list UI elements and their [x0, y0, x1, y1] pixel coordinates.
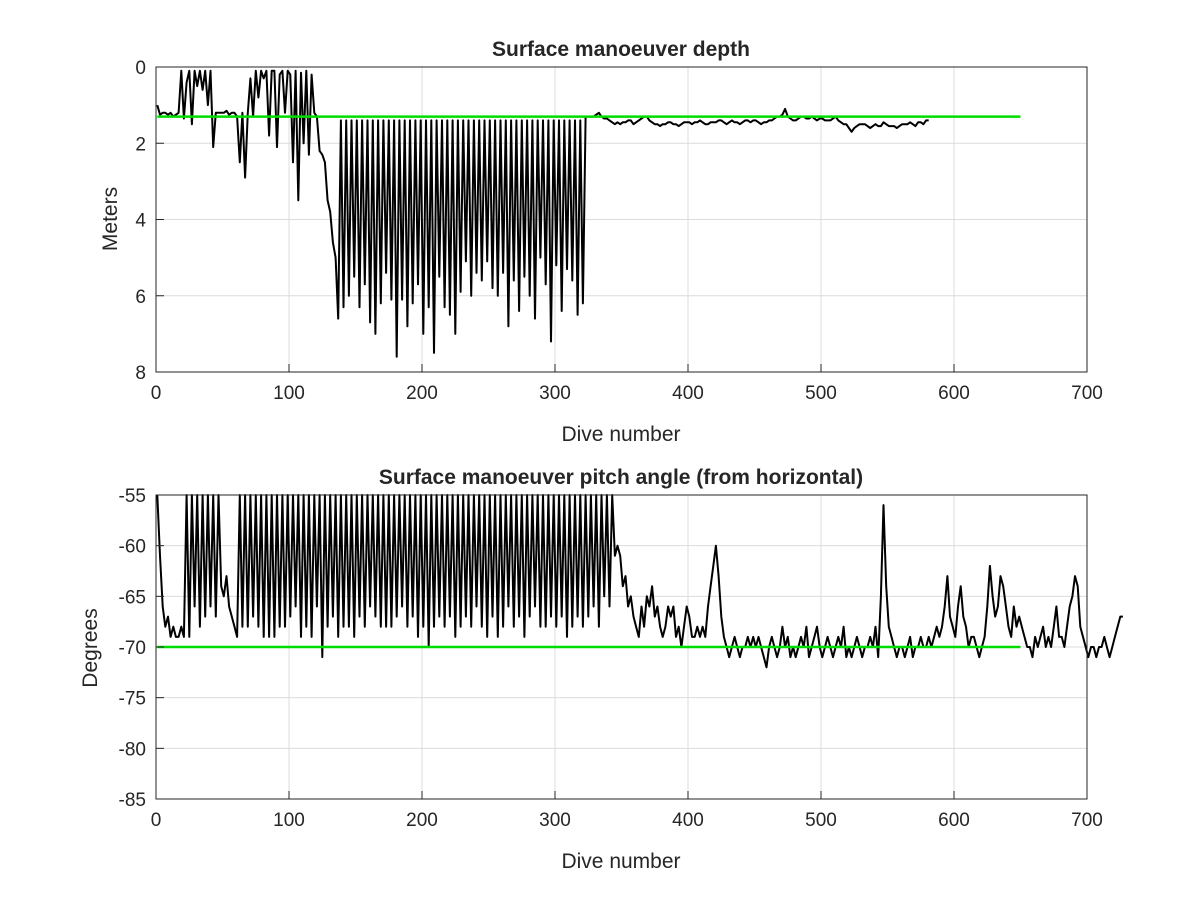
pitch-x-tick-label: 200 — [406, 810, 438, 831]
pitch-y-tick-label: -60 — [119, 537, 146, 558]
pitch-y-tick-label: -80 — [119, 739, 146, 760]
depth-y-tick-label: 4 — [135, 211, 146, 232]
depth-x-tick-label: 700 — [1071, 383, 1103, 404]
depth-x-tick-label: 400 — [672, 383, 704, 404]
depth-x-tick-label: 300 — [539, 383, 571, 404]
depth-axes: 0 100 200 300 400 500 600 700 0 2 4 6 8 Surface manoe… — [99, 38, 1103, 446]
depth-x-tick-label: 500 — [805, 383, 837, 404]
pitch-x-tick-label: 300 — [539, 810, 571, 831]
pitch-x-axis-label: Dive number — [561, 850, 680, 873]
pitch-y-axis-label: Degrees — [79, 608, 102, 687]
pitch-axes: 0 100 200 300 400 500 600 700 -55 -60 -65 -70 -75 -80… — [79, 466, 1123, 873]
pitch-x-tick-label: 700 — [1071, 810, 1103, 831]
depth-chart-title: Surface manoeuver depth — [492, 38, 750, 61]
pitch-data-line — [156, 494, 1123, 669]
depth-y-tick-label: 0 — [135, 58, 146, 79]
depth-y-axis-label: Meters — [99, 187, 122, 251]
depth-x-tick-label: 600 — [938, 383, 970, 404]
depth-x-tick-label: 100 — [273, 383, 305, 404]
depth-y-tick-label: 6 — [135, 287, 146, 308]
pitch-chart-title: Surface manoeuver pitch angle (from hori… — [379, 466, 863, 489]
pitch-x-tick-label: 100 — [273, 810, 305, 831]
pitch-y-tick-label: -65 — [119, 587, 146, 608]
pitch-y-tick-label: -55 — [119, 486, 146, 507]
pitch-x-tick-label: 500 — [805, 810, 837, 831]
depth-x-tick-label: 0 — [151, 383, 162, 404]
pitch-y-tick-label: -75 — [119, 689, 146, 710]
pitch-y-tick-label: -85 — [119, 790, 146, 811]
depth-x-axis-label: Dive number — [561, 423, 680, 446]
depth-x-tick-label: 200 — [406, 383, 438, 404]
pitch-x-tick-label: 400 — [672, 810, 704, 831]
depth-y-tick-label: 2 — [135, 134, 146, 155]
pitch-y-tick-label: -70 — [119, 638, 146, 659]
pitch-x-tick-label: 0 — [151, 810, 162, 831]
pitch-x-tick-label: 600 — [938, 810, 970, 831]
depth-y-tick-label: 8 — [135, 363, 146, 384]
